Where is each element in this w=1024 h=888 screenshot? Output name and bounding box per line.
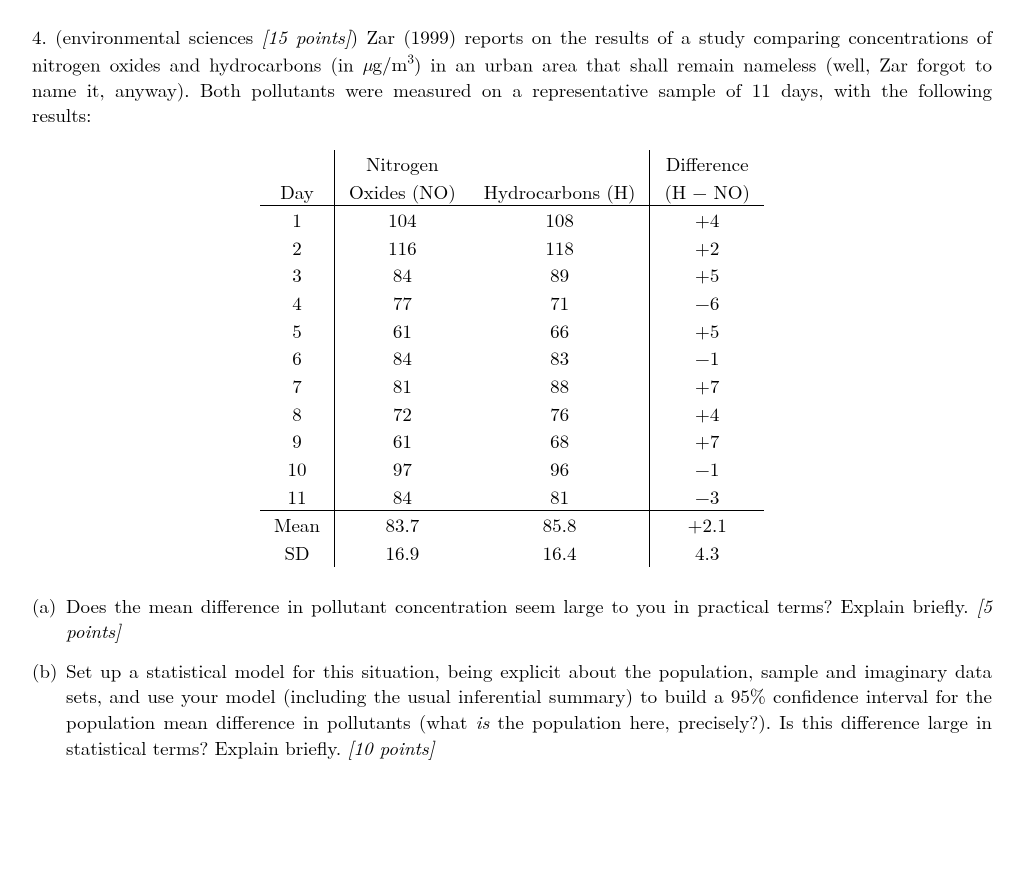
cell: 89: [470, 261, 650, 289]
cell: 7: [260, 372, 334, 400]
th-day: Day: [260, 178, 334, 206]
subpart-b-label: (b): [32, 658, 66, 761]
cell: 1: [260, 206, 334, 234]
cell: 16.4: [470, 539, 650, 567]
cell: 97: [334, 455, 469, 483]
table-row: 47771−6: [260, 289, 764, 317]
cell: 77: [334, 289, 469, 317]
table-row: 118481−3: [260, 483, 764, 511]
cell: SD: [260, 539, 334, 567]
subpart-a-label: (a): [32, 593, 66, 644]
table-row: 1104108+4: [260, 206, 764, 234]
cell: 116: [334, 234, 469, 262]
cell: 83.7: [334, 511, 469, 539]
subpart-b: (b) Set up a statistical model for this …: [32, 658, 992, 761]
cell: 6: [260, 344, 334, 372]
cell: 2: [260, 234, 334, 262]
table-row: 2116118+2: [260, 234, 764, 262]
cell: 9: [260, 427, 334, 455]
cell: 84: [334, 261, 469, 289]
cell: +2: [650, 234, 764, 262]
cell: 10: [260, 455, 334, 483]
cell: 8: [260, 400, 334, 428]
th-h: Hydrocarbons (H): [470, 178, 650, 206]
table-row: 96168+7: [260, 427, 764, 455]
th-no-top: Nitrogen: [334, 150, 469, 178]
data-table: Nitrogen Difference Day Oxides (NO) Hydr…: [260, 150, 764, 567]
cell: +2.1: [650, 511, 764, 539]
cell: 104: [334, 206, 469, 234]
cell: 66: [470, 317, 650, 345]
cell: 84: [334, 483, 469, 511]
cell: Mean: [260, 511, 334, 539]
cell: 68: [470, 427, 650, 455]
subpart-a: (a) Does the mean difference in pollutan…: [32, 593, 992, 644]
subparts: (a) Does the mean difference in pollutan…: [32, 593, 992, 761]
table-row: 68483−1: [260, 344, 764, 372]
cell: +7: [650, 372, 764, 400]
table-row: 78188+7: [260, 372, 764, 400]
cell: 76: [470, 400, 650, 428]
cell: 4: [260, 289, 334, 317]
th-diff-top: Difference: [650, 150, 764, 178]
th-diff-bottom: (H − NO): [650, 178, 764, 206]
cell: 83: [470, 344, 650, 372]
cell: 81: [470, 483, 650, 511]
cell: 84: [334, 344, 469, 372]
cell: 16.9: [334, 539, 469, 567]
cell: +5: [650, 317, 764, 345]
problem-topic: environmental sciences: [63, 23, 254, 50]
cell: 108: [470, 206, 650, 234]
th-no-bottom: Oxides (NO): [334, 178, 469, 206]
subpart-a-text: Does the mean difference in pollutant co…: [66, 593, 992, 644]
cell: 118: [470, 234, 650, 262]
cell: 11: [260, 483, 334, 511]
table-row: 87276+4: [260, 400, 764, 428]
cell: +7: [650, 427, 764, 455]
cell: 96: [470, 455, 650, 483]
cell: 61: [334, 427, 469, 455]
cell: 71: [470, 289, 650, 317]
cell: −6: [650, 289, 764, 317]
table-row: Mean83.785.8+2.1: [260, 511, 764, 539]
cell: 85.8: [470, 511, 650, 539]
subpart-b-text: Set up a statistical model for this situ…: [66, 658, 992, 761]
table-row: 109796−1: [260, 455, 764, 483]
problem-intro: 4. (environmental sciences [15 points]) …: [32, 24, 992, 128]
cell: 5: [260, 317, 334, 345]
table-row: SD16.916.44.3: [260, 539, 764, 567]
cell: −1: [650, 455, 764, 483]
cell: +4: [650, 206, 764, 234]
cell: 72: [334, 400, 469, 428]
cell: 61: [334, 317, 469, 345]
problem-points: [15 points]: [262, 23, 351, 50]
cell: 81: [334, 372, 469, 400]
cell: +4: [650, 400, 764, 428]
problem-number: 4.: [32, 23, 47, 50]
table-row: 38489+5: [260, 261, 764, 289]
cell: +5: [650, 261, 764, 289]
cell: −1: [650, 344, 764, 372]
cell: 88: [470, 372, 650, 400]
subpart-b-points: [10 points]: [348, 734, 435, 761]
cell: 3: [260, 261, 334, 289]
cell: 4.3: [650, 539, 764, 567]
table-row: 56166+5: [260, 317, 764, 345]
cell: −3: [650, 483, 764, 511]
